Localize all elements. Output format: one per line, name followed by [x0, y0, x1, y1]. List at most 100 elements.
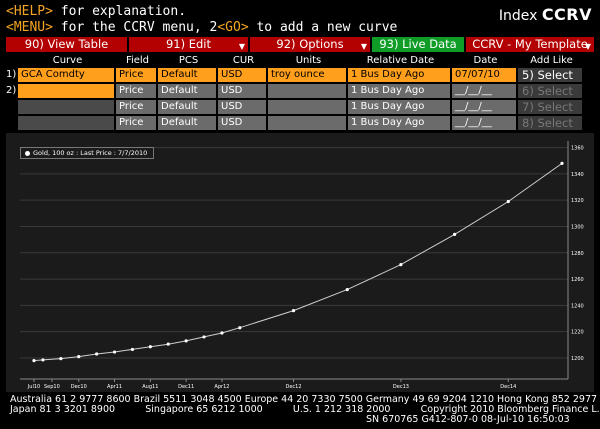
- date-field[interactable]: __/__/__: [452, 116, 516, 130]
- x-tick-label: Aug11: [142, 384, 158, 390]
- date-field[interactable]: __/__/__: [452, 100, 516, 114]
- units-select[interactable]: [268, 84, 346, 98]
- field-select[interactable]: Price: [116, 100, 156, 114]
- data-point: [148, 345, 152, 349]
- data-point: [291, 309, 296, 313]
- view-table-button[interactable]: 90) View Table: [6, 37, 127, 52]
- select-button[interactable]: 8) Select: [518, 116, 582, 130]
- x-tick-label: Apr11: [107, 384, 122, 390]
- pcs-select[interactable]: Default: [158, 84, 216, 98]
- units-select[interactable]: [268, 116, 346, 130]
- units-select[interactable]: [268, 100, 346, 114]
- y-tick-label: 1260: [571, 277, 584, 283]
- data-point: [238, 326, 242, 330]
- curve-chart[interactable]: 1200 1220 1240 1260 1280 1300 1320 1340 1360 Jul1…: [6, 133, 594, 392]
- x-tick-label: Apr12: [214, 384, 229, 390]
- curve-row-4: Price Default USD 1 Bus Day Ago __/__/__…: [6, 116, 594, 131]
- dropdown-caret-icon: ▼: [360, 42, 367, 51]
- data-point: [59, 357, 63, 361]
- function-code: CCRV: [541, 5, 592, 24]
- index-header: [6, 54, 18, 68]
- footer-session: SN 670765 G412-807-0 08-Jul-10 16:50:03: [366, 414, 570, 425]
- menu-instruction-line: <MENU> for the CCRV menu, 2<GO> to add a…: [6, 20, 397, 36]
- data-point: [95, 352, 99, 356]
- y-tick-label: 1340: [571, 172, 584, 178]
- template-label: CCRV - My Template: [472, 37, 588, 51]
- select-button[interactable]: 7) Select: [518, 100, 582, 114]
- live-data-button[interactable]: 93) Live Data: [372, 37, 464, 52]
- menu-instruction-rest: to add a new curve: [248, 20, 398, 35]
- x-tick-label: Dec12: [286, 384, 302, 390]
- pcs-header: PCS: [178, 55, 199, 66]
- index-label: Index: [498, 8, 538, 24]
- relative-date-select[interactable]: 1 Bus Day Ago: [348, 116, 450, 130]
- y-tick-label: 1300: [571, 224, 584, 230]
- y-tick-label: 1360: [571, 146, 584, 152]
- help-key[interactable]: <HELP>: [6, 4, 53, 19]
- field-select[interactable]: Price: [116, 68, 156, 82]
- chart-background: [6, 133, 594, 392]
- data-point: [77, 355, 81, 359]
- chart-legend[interactable]: Gold, 100 oz : Last Price : 7/7/2010: [20, 147, 155, 159]
- x-tick-label: Dec10: [71, 384, 87, 390]
- pcs-select[interactable]: Default: [158, 68, 216, 82]
- y-tick-label: 1200: [571, 356, 584, 362]
- legend-label: Gold, 100 oz : Last Price : 7/7/2010: [33, 149, 148, 157]
- pcs-select[interactable]: Default: [158, 100, 216, 114]
- menu-bar: 90) View Table 91) Edit ▼ 92) Options ▼ 93…: [6, 37, 594, 52]
- row-index: [6, 116, 18, 130]
- currency-select[interactable]: USD: [218, 84, 266, 98]
- row-index: 1): [6, 69, 17, 80]
- chart-plot: 1200 1220 1240 1260 1280 1300 1320 1340 1360 Jul1…: [20, 141, 584, 390]
- currency-select[interactable]: USD: [218, 68, 266, 82]
- function-title: Index CCRV: [499, 5, 592, 24]
- relative-date-header: Relative Date: [366, 55, 435, 66]
- currency-select[interactable]: USD: [218, 100, 266, 114]
- grid-header: Curve Field PCS CUR Units Relative Date …: [6, 54, 594, 67]
- date-field[interactable]: __/__/__: [452, 84, 516, 98]
- cur-header: CUR: [232, 55, 255, 66]
- y-tick-label: 1220: [571, 330, 584, 336]
- template-menu-button[interactable]: CCRV - My Template ▼: [466, 37, 594, 52]
- units-select[interactable]: troy ounce: [268, 68, 346, 82]
- options-menu-button[interactable]: 92) Options ▼: [250, 37, 370, 52]
- data-point: [399, 263, 403, 267]
- footer-contacts-2: Japan 81 3 3201 8900 Singapore 65 6212 1…: [10, 404, 600, 415]
- go-key[interactable]: <GO>: [217, 20, 249, 35]
- curve-ticker-field[interactable]: [18, 84, 114, 98]
- help-text: for explanation.: [52, 4, 187, 19]
- data-point: [202, 335, 206, 339]
- menu-key[interactable]: <MENU>: [6, 20, 53, 35]
- x-tick-label: Sep10: [44, 384, 60, 390]
- relative-date-select[interactable]: 1 Bus Day Ago: [348, 100, 450, 114]
- add-like-header: Add Like: [530, 55, 573, 66]
- relative-date-select[interactable]: 1 Bus Day Ago: [348, 68, 450, 82]
- data-point: [560, 161, 564, 165]
- edit-menu-button[interactable]: 91) Edit ▼: [129, 37, 248, 52]
- select-button[interactable]: 6) Select: [518, 84, 582, 98]
- x-tick-label: Dec11: [178, 384, 194, 390]
- data-point: [41, 358, 45, 362]
- curve-ticker-field[interactable]: [18, 116, 114, 130]
- select-button[interactable]: 5) Select: [518, 68, 582, 82]
- y-tick-label: 1240: [571, 303, 584, 309]
- curve-grid: Curve Field PCS CUR Units Relative Date …: [6, 54, 594, 131]
- live-data-label: 93) Live Data: [379, 37, 457, 51]
- curve-header: Curve: [52, 55, 83, 66]
- curve-row-3: Price Default USD 1 Bus Day Ago __/__/__…: [6, 100, 594, 115]
- menu-instruction-mid: for the CCRV menu, 2: [52, 20, 218, 35]
- date-field[interactable]: 07/07/10: [452, 68, 516, 82]
- field-select[interactable]: Price: [116, 116, 156, 130]
- curve-ticker-field[interactable]: [18, 100, 114, 114]
- series-line: [33, 162, 563, 362]
- field-select[interactable]: Price: [116, 84, 156, 98]
- curve-ticker-field[interactable]: GCA Comdty: [18, 68, 114, 82]
- pcs-select[interactable]: Default: [158, 116, 216, 130]
- edit-label: 91) Edit: [165, 37, 212, 51]
- x-tick-label: Dec13: [393, 384, 409, 390]
- y-tick-label: 1320: [571, 198, 584, 204]
- relative-date-select[interactable]: 1 Bus Day Ago: [348, 84, 450, 98]
- data-point: [453, 232, 457, 236]
- currency-select[interactable]: USD: [218, 116, 266, 130]
- help-line: <HELP> for explanation.: [6, 4, 186, 20]
